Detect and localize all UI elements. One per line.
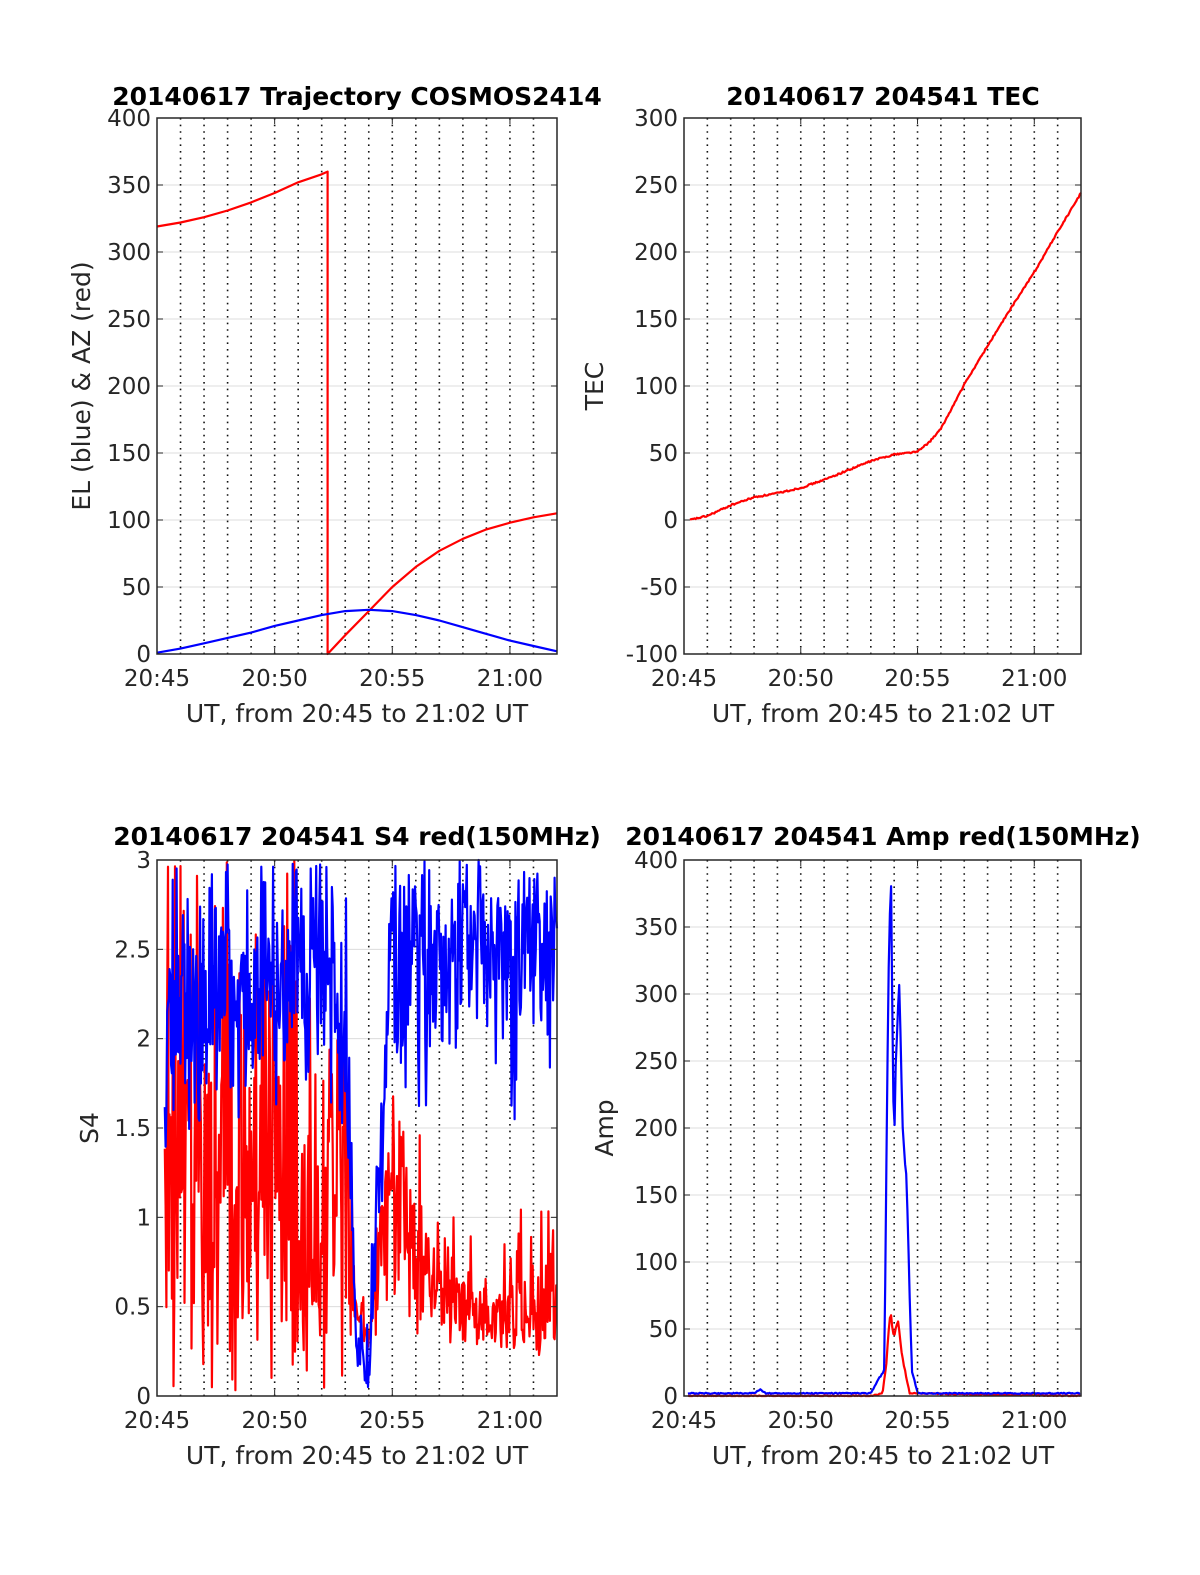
y-tick-label: 0 — [663, 1384, 678, 1410]
y-axis-label: TEC — [580, 362, 609, 412]
x-axis-label: UT, from 20:45 to 21:02 UT — [186, 1441, 529, 1470]
y-tick-label: 250 — [634, 173, 678, 199]
x-axis-label: UT, from 20:45 to 21:02 UT — [712, 1441, 1055, 1470]
y-tick-label: 50 — [649, 441, 678, 467]
plot-area — [689, 192, 1082, 521]
plot-area — [163, 858, 559, 1392]
y-tick-label: 300 — [634, 106, 678, 132]
x-tick-label: 21:00 — [477, 1408, 543, 1434]
series-line-1 — [163, 858, 559, 1389]
x-tick-label: 20:50 — [241, 666, 307, 692]
y-tick-label: 200 — [634, 240, 678, 266]
y-tick-label: 50 — [122, 575, 151, 601]
y-tick-label: 2.5 — [114, 937, 151, 963]
y-tick-label: 3 — [136, 848, 151, 874]
y-tick-label: 300 — [634, 982, 678, 1008]
ticks: 0 0.5 1 1.5 2 2.5 3 20:45 20:50 20:55 21:00 — [114, 848, 557, 1434]
x-tick-label: 20:55 — [884, 666, 950, 692]
x-tick-label: 20:50 — [768, 666, 834, 692]
y-tick-label: 0 — [136, 642, 151, 668]
y-axis-label: Amp — [590, 1099, 619, 1156]
grid — [157, 117, 557, 655]
y-tick-label: 2 — [136, 1027, 151, 1053]
y-tick-label: 1.5 — [114, 1116, 151, 1142]
y-tick-label: -50 — [640, 575, 678, 601]
y-tick-label: 150 — [634, 307, 678, 333]
y-axis-label: EL (blue) & AZ (red) — [67, 261, 96, 510]
grid — [684, 859, 1081, 1397]
panel-title: 20140617 204541 Amp red(150MHz) — [625, 822, 1141, 851]
y-tick-label: 1 — [136, 1205, 151, 1231]
panel-amp: 20140617 204541 Amp red(150MHz) 0 50 100 15… — [590, 822, 1141, 1470]
series-line-0 — [689, 192, 1082, 521]
x-tick-label: 20:45 — [124, 1408, 190, 1434]
panel-title: 20140617 204541 S4 red(150MHz) — [113, 822, 601, 851]
y-tick-label: 100 — [107, 508, 151, 534]
y-tick-label: 350 — [634, 915, 678, 941]
plot-area — [687, 885, 1081, 1398]
ticks: 0 50 100 150 200 250 300 350 400 20:45 20:50 20:55 2… — [634, 848, 1081, 1434]
series-line-1 — [687, 885, 1081, 1396]
x-axis-label: UT, from 20:45 to 21:02 UT — [712, 699, 1055, 728]
x-tick-label: 20:55 — [359, 666, 425, 692]
y-tick-label: 350 — [107, 173, 151, 199]
panel-s4: 20140617 204541 S4 red(150MHz) 0 0.5 1 1.5 2… — [75, 822, 601, 1470]
x-tick-label: 20:50 — [768, 1408, 834, 1434]
y-tick-label: 0 — [136, 1384, 151, 1410]
x-axis-label: UT, from 20:45 to 21:02 UT — [186, 699, 529, 728]
x-tick-label: 20:55 — [884, 1408, 950, 1434]
grid — [684, 117, 1081, 655]
y-tick-label: 400 — [634, 848, 678, 874]
y-tick-label: 0 — [663, 508, 678, 534]
y-tick-label: 150 — [634, 1183, 678, 1209]
y-tick-label: 0.5 — [114, 1295, 151, 1321]
panel-trajectory: 20140617 Trajectory COSMOS2414 0 50 100 150… — [67, 82, 602, 728]
x-tick-label: 20:45 — [124, 666, 190, 692]
x-tick-label: 20:45 — [651, 666, 717, 692]
y-tick-label: 300 — [107, 240, 151, 266]
x-tick-label: 20:45 — [651, 1408, 717, 1434]
series-line-0 — [156, 170, 558, 656]
y-tick-label: 250 — [107, 307, 151, 333]
y-tick-label: 100 — [634, 374, 678, 400]
ticks: -100 -50 0 50 100 150 200 250 300 20:45 20:50 20:55… — [626, 106, 1081, 692]
y-tick-label: 100 — [634, 1250, 678, 1276]
x-tick-label: 20:50 — [241, 1408, 307, 1434]
y-tick-label: -100 — [626, 642, 678, 668]
x-tick-label: 21:00 — [477, 666, 543, 692]
y-tick-label: 250 — [634, 1049, 678, 1075]
ticks: 0 50 100 150 200 250 300 350 400 20:45 20:50 20:55 2… — [107, 106, 557, 692]
panel-title: 20140617 Trajectory COSMOS2414 — [112, 82, 602, 111]
x-tick-label: 21:00 — [1001, 666, 1067, 692]
x-tick-label: 21:00 — [1001, 1408, 1067, 1434]
y-tick-label: 50 — [649, 1317, 678, 1343]
y-axis-label: S4 — [75, 1112, 104, 1144]
x-tick-label: 20:55 — [359, 1408, 425, 1434]
panel-tec: 20140617 204541 TEC -100 -50 0 50 100 150 200 2… — [580, 82, 1082, 728]
y-tick-label: 400 — [107, 106, 151, 132]
series-line-1 — [156, 608, 558, 654]
y-tick-label: 200 — [107, 374, 151, 400]
panel-title: 20140617 204541 TEC — [726, 82, 1039, 111]
plot-area — [156, 170, 558, 656]
y-tick-label: 150 — [107, 441, 151, 467]
y-tick-label: 200 — [634, 1116, 678, 1142]
